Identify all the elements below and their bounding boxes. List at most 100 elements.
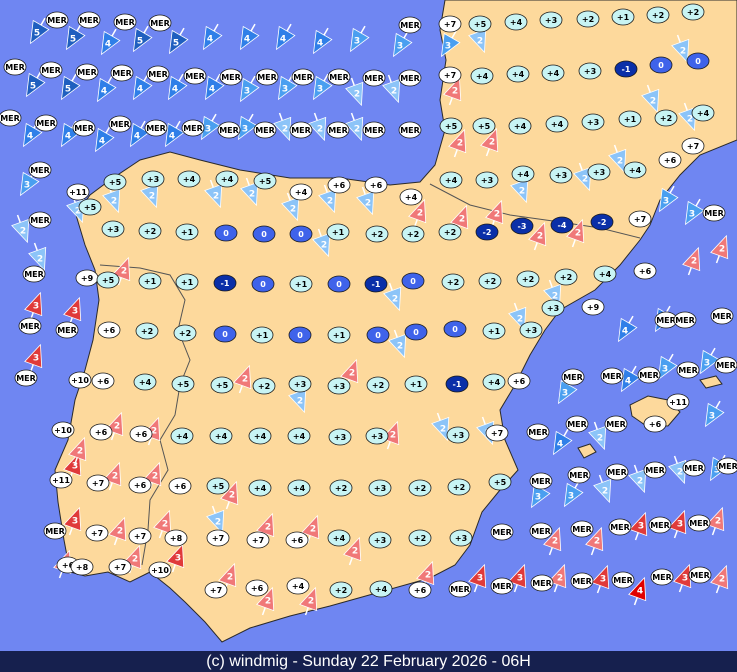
flag-speed: 2: [597, 434, 603, 444]
marker-oval: [91, 372, 115, 390]
flag-speed: 2: [602, 487, 608, 497]
flag-triangle: [443, 76, 462, 102]
flag-triangle: [277, 75, 298, 101]
marker-oval: [398, 69, 422, 87]
flag-triangle: [100, 30, 121, 56]
flag-triangle: [240, 181, 259, 207]
marker-oval: [485, 424, 509, 442]
marker-oval: [529, 472, 553, 490]
marker-oval: [510, 217, 534, 235]
marker-oval: [475, 171, 499, 189]
marker-label: MER: [532, 579, 552, 588]
marker-label: +9: [81, 274, 94, 283]
wind-flag: 3: [629, 511, 648, 541]
marker-label: 0: [695, 57, 701, 66]
marker-label: MER: [531, 527, 551, 536]
flag-speed: 2: [477, 37, 483, 47]
marker-oval: [541, 64, 565, 82]
marker-label: +3: [374, 536, 386, 545]
flag-triangle: [392, 32, 413, 58]
marker-oval: [173, 324, 197, 342]
marker-oval: [66, 183, 90, 201]
wind-flag: 3: [563, 480, 584, 508]
wind-flag: 3: [63, 506, 82, 536]
flag-speed: 4: [280, 35, 286, 45]
wind-flag: 2: [528, 221, 547, 251]
flag-triangle: [206, 509, 225, 535]
flag-triangle: [710, 234, 729, 260]
flag-speed: 5: [137, 37, 143, 47]
marker-oval: [138, 222, 162, 240]
flag-speed: 3: [397, 42, 403, 52]
flag-triangle: [96, 77, 117, 103]
marker-label: +3: [481, 176, 493, 185]
marker-oval: [441, 273, 465, 291]
marker-label: +7: [210, 586, 222, 595]
marker-label: +6: [95, 428, 108, 437]
flag-speed: 3: [175, 554, 181, 564]
flag-speed: 3: [714, 466, 720, 476]
marker-oval: [146, 65, 170, 83]
marker-label: +4: [476, 72, 489, 81]
marker-oval: [362, 69, 386, 87]
flag-speed: 2: [575, 229, 581, 239]
footer: (c) windmig - Sunday 22 February 2026 - …: [0, 651, 737, 672]
marker-oval: [366, 326, 390, 344]
flag-triangle: [468, 563, 487, 589]
marker-label: +10: [54, 426, 72, 435]
wind-flag: 4: [96, 75, 117, 103]
flag-triangle: [60, 75, 81, 101]
wind-flag: 2: [593, 474, 612, 504]
marker-oval: [526, 423, 550, 441]
marker-label: -1: [622, 65, 631, 74]
marker-label: +4: [517, 170, 530, 179]
marker-label: MER: [47, 16, 67, 25]
flag-triangle: [543, 526, 562, 552]
flag-triangle: [220, 480, 239, 506]
flag-speed: 2: [719, 245, 725, 255]
marker-label: +8: [170, 534, 183, 543]
wind-flag: 4: [100, 28, 121, 56]
flag-speed: 2: [397, 342, 403, 352]
flag-speed: 2: [391, 87, 397, 97]
flag-speed: 4: [317, 39, 323, 49]
flag-speed: 4: [99, 137, 105, 147]
marker-label: +8: [76, 563, 89, 572]
marker-label: +2: [335, 484, 347, 493]
wind-flag: 2: [206, 505, 225, 535]
wind-flag: 2: [273, 112, 292, 142]
flag-triangle: [349, 27, 370, 53]
marker-oval: [681, 3, 705, 21]
marker-label: MER: [718, 462, 737, 471]
marker-oval: [570, 520, 594, 538]
flag-triangle: [450, 204, 469, 230]
flag-speed: 5: [173, 39, 179, 49]
wind-flag: 2: [108, 516, 127, 546]
flag-triangle: [94, 127, 115, 153]
marker-oval: [110, 64, 134, 82]
flag-triangle: [318, 188, 337, 214]
marker-oval: [175, 273, 199, 291]
flag-speed: 4: [101, 87, 107, 97]
marker-label: +1: [617, 13, 630, 22]
marker-label: MER: [690, 571, 710, 580]
marker-label: MER: [650, 521, 670, 530]
marker-oval: [328, 428, 352, 446]
marker-label: +2: [582, 15, 594, 24]
wind-flag: 3: [392, 30, 413, 58]
wind-flag: 3: [440, 30, 461, 58]
marker-label: +2: [258, 382, 270, 391]
marker-oval: [649, 56, 673, 74]
flag-triangle: [65, 25, 86, 51]
marker-oval: [654, 109, 678, 127]
wind-flag: 4: [628, 576, 647, 606]
wind-flag: 5: [168, 27, 189, 55]
marker-oval: [618, 110, 642, 128]
marker-label: +4: [333, 534, 346, 543]
marker-label: MER: [656, 316, 676, 325]
marker-oval: [214, 224, 238, 242]
marker-label: +3: [147, 175, 159, 184]
marker-label: +7: [212, 534, 224, 543]
marker-oval: [326, 121, 350, 139]
